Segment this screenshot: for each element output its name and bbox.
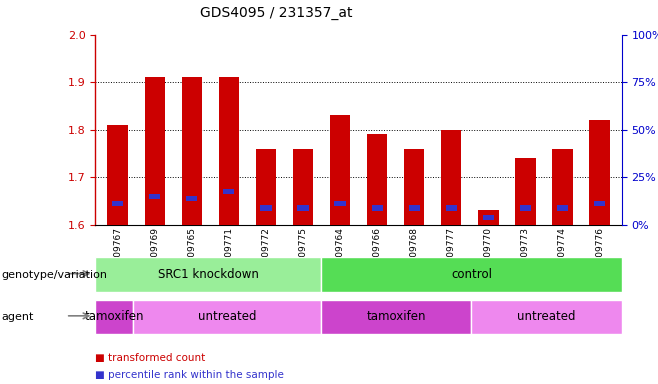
- Bar: [557, 205, 568, 210]
- Text: tamoxifen: tamoxifen: [84, 310, 144, 323]
- Bar: [409, 205, 420, 210]
- Bar: [149, 194, 161, 199]
- Text: ■ percentile rank within the sample: ■ percentile rank within the sample: [95, 370, 284, 380]
- Bar: [321, 300, 471, 334]
- Bar: [297, 205, 309, 210]
- Text: control: control: [451, 268, 492, 281]
- Bar: [483, 215, 494, 220]
- Bar: [372, 205, 383, 210]
- Bar: [404, 149, 424, 225]
- Bar: [95, 257, 321, 292]
- Bar: [223, 189, 234, 194]
- Bar: [95, 300, 133, 334]
- Bar: [330, 115, 350, 225]
- Text: GDS4095 / 231357_at: GDS4095 / 231357_at: [200, 7, 353, 20]
- Bar: [515, 158, 536, 225]
- Bar: [321, 257, 622, 292]
- Text: untreated: untreated: [517, 310, 576, 323]
- Text: ■ transformed count: ■ transformed count: [95, 353, 206, 363]
- Bar: [478, 210, 499, 225]
- Bar: [182, 77, 202, 225]
- Bar: [520, 205, 531, 210]
- Bar: [112, 201, 123, 206]
- Bar: [261, 205, 272, 210]
- Bar: [594, 201, 605, 206]
- Bar: [367, 134, 388, 225]
- Bar: [445, 205, 457, 210]
- Bar: [186, 196, 197, 201]
- Bar: [590, 120, 610, 225]
- Text: genotype/variation: genotype/variation: [1, 270, 107, 280]
- Bar: [145, 77, 165, 225]
- Bar: [471, 300, 622, 334]
- Text: tamoxifen: tamoxifen: [367, 310, 426, 323]
- Bar: [334, 201, 345, 206]
- Text: agent: agent: [1, 312, 34, 322]
- Bar: [218, 77, 239, 225]
- Text: SRC1 knockdown: SRC1 knockdown: [158, 268, 259, 281]
- Bar: [441, 129, 461, 225]
- Bar: [133, 300, 321, 334]
- Bar: [256, 149, 276, 225]
- Text: untreated: untreated: [198, 310, 256, 323]
- Bar: [107, 125, 128, 225]
- Bar: [552, 149, 572, 225]
- Bar: [293, 149, 313, 225]
